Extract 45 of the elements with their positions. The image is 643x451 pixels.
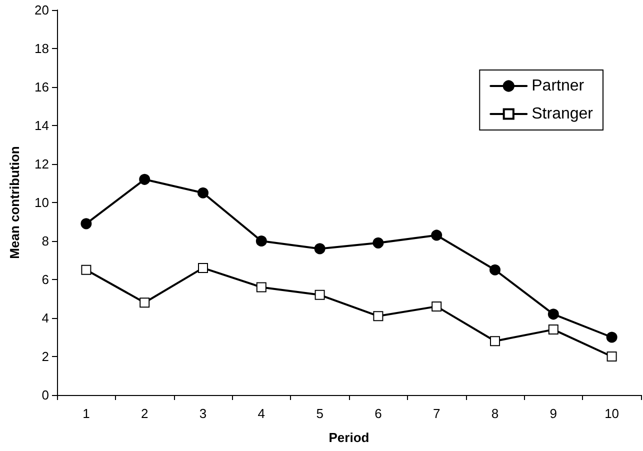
point: [373, 311, 384, 322]
y-tick-label: 14: [34, 118, 49, 133]
y-tick-label: 2: [42, 349, 49, 364]
legend-label: Stranger: [532, 106, 594, 122]
x-tick-label: 8: [491, 406, 499, 421]
point: [548, 324, 558, 335]
point: [606, 352, 617, 362]
x-axis-title: Period: [328, 430, 370, 445]
point: [431, 230, 442, 241]
legend-label: Partner: [532, 78, 585, 94]
x-tick-label: 5: [316, 406, 324, 421]
y-tick-label: 8: [42, 234, 49, 248]
point: [81, 264, 92, 275]
point: [548, 308, 559, 320]
point: [432, 301, 442, 312]
point: [314, 243, 326, 254]
point: [372, 237, 384, 248]
y-tick-label: 4: [42, 310, 49, 326]
y-axis-title: Mean contribution: [7, 146, 22, 259]
x-tick-label: 2: [140, 406, 148, 421]
x-tick-label: 1: [82, 406, 90, 421]
point: [256, 236, 267, 246]
y-tick-label: 18: [34, 41, 49, 56]
y-tick-label: 6: [42, 272, 49, 287]
point: [314, 290, 325, 300]
point: [139, 174, 150, 185]
point: [198, 262, 208, 273]
point: [80, 218, 92, 230]
x-tick-label: 4: [258, 406, 266, 421]
y-tick-label: 10: [34, 195, 49, 210]
y-tick-label: 12: [34, 156, 49, 172]
y-tick-label: 16: [34, 80, 49, 94]
point: [606, 332, 618, 343]
x-tick-label: 9: [550, 406, 558, 421]
point: [198, 187, 208, 198]
y-tick-label: 20: [34, 2, 49, 18]
x-tick-label: 10: [604, 406, 620, 421]
y-tick-label: 0: [42, 388, 49, 402]
x-tick-label: 3: [199, 406, 207, 421]
x-tick-label: 6: [374, 406, 382, 421]
x-tick-label: 7: [432, 406, 440, 421]
point: [140, 298, 150, 308]
point: [490, 336, 500, 346]
point: [256, 282, 266, 292]
point: [490, 264, 500, 276]
